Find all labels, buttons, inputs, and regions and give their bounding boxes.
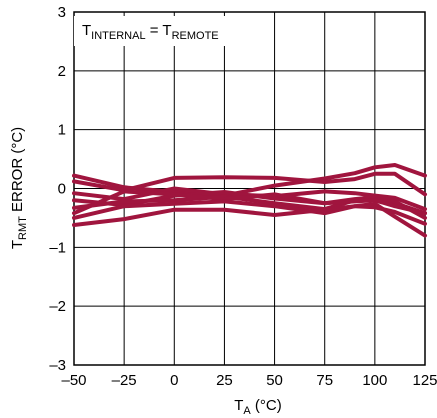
series-line-6 [72,189,427,216]
y-axis-label-rest: ERROR (°C) [9,127,26,216]
grid [73,11,426,366]
series-line-5 [72,193,427,212]
x-axis-label-main: T [234,397,243,414]
y-axis-label-main: T [9,240,26,249]
y-tick-label: –1 [49,239,66,256]
annotation-rhs-sub: REMOTE [172,30,219,42]
y-tick-label: 1 [58,122,66,139]
x-tick-label: 25 [216,372,233,389]
x-tick-label: 0 [170,372,178,389]
annotation-equals: = [146,22,163,39]
x-tick-label: 125 [412,372,437,389]
y-axis-label-sub: RMT [17,216,29,240]
y-tick-label: –2 [49,298,66,315]
tick-labels: –50 –25 0 25 50 75 100 125 –3 –2 –1 0 1 2 3 [49,4,437,389]
x-axis-label: TA (°C) [234,397,282,417]
annotation: TINTERNAL = TREMOTE [82,22,219,42]
y-tick-label: 0 [58,181,66,198]
x-tick-label: 100 [362,372,387,389]
x-tick-label: 75 [316,372,333,389]
annotation-lhs-main: T [82,22,91,39]
annotation-lhs-sub: INTERNAL [91,30,145,42]
annotation-background [74,16,246,46]
y-tick-label: 3 [58,4,66,21]
y-tick-label: –3 [49,357,66,374]
x-axis-label-sub: A [243,405,251,417]
y-axis-label: TRMT ERROR (°C) [9,127,29,249]
x-tick-label: 50 [266,372,283,389]
annotation-rhs-main: T [162,22,171,39]
y-tick-label: 2 [58,63,66,80]
x-tick-label: –50 [61,372,86,389]
x-tick-label: –25 [112,372,137,389]
series-line-1 [72,163,427,198]
series-line-8 [72,204,427,227]
x-axis-label-rest: (°C) [251,397,282,414]
series-line-2 [72,171,427,197]
series-group [72,163,427,238]
plot-frame [73,11,426,366]
